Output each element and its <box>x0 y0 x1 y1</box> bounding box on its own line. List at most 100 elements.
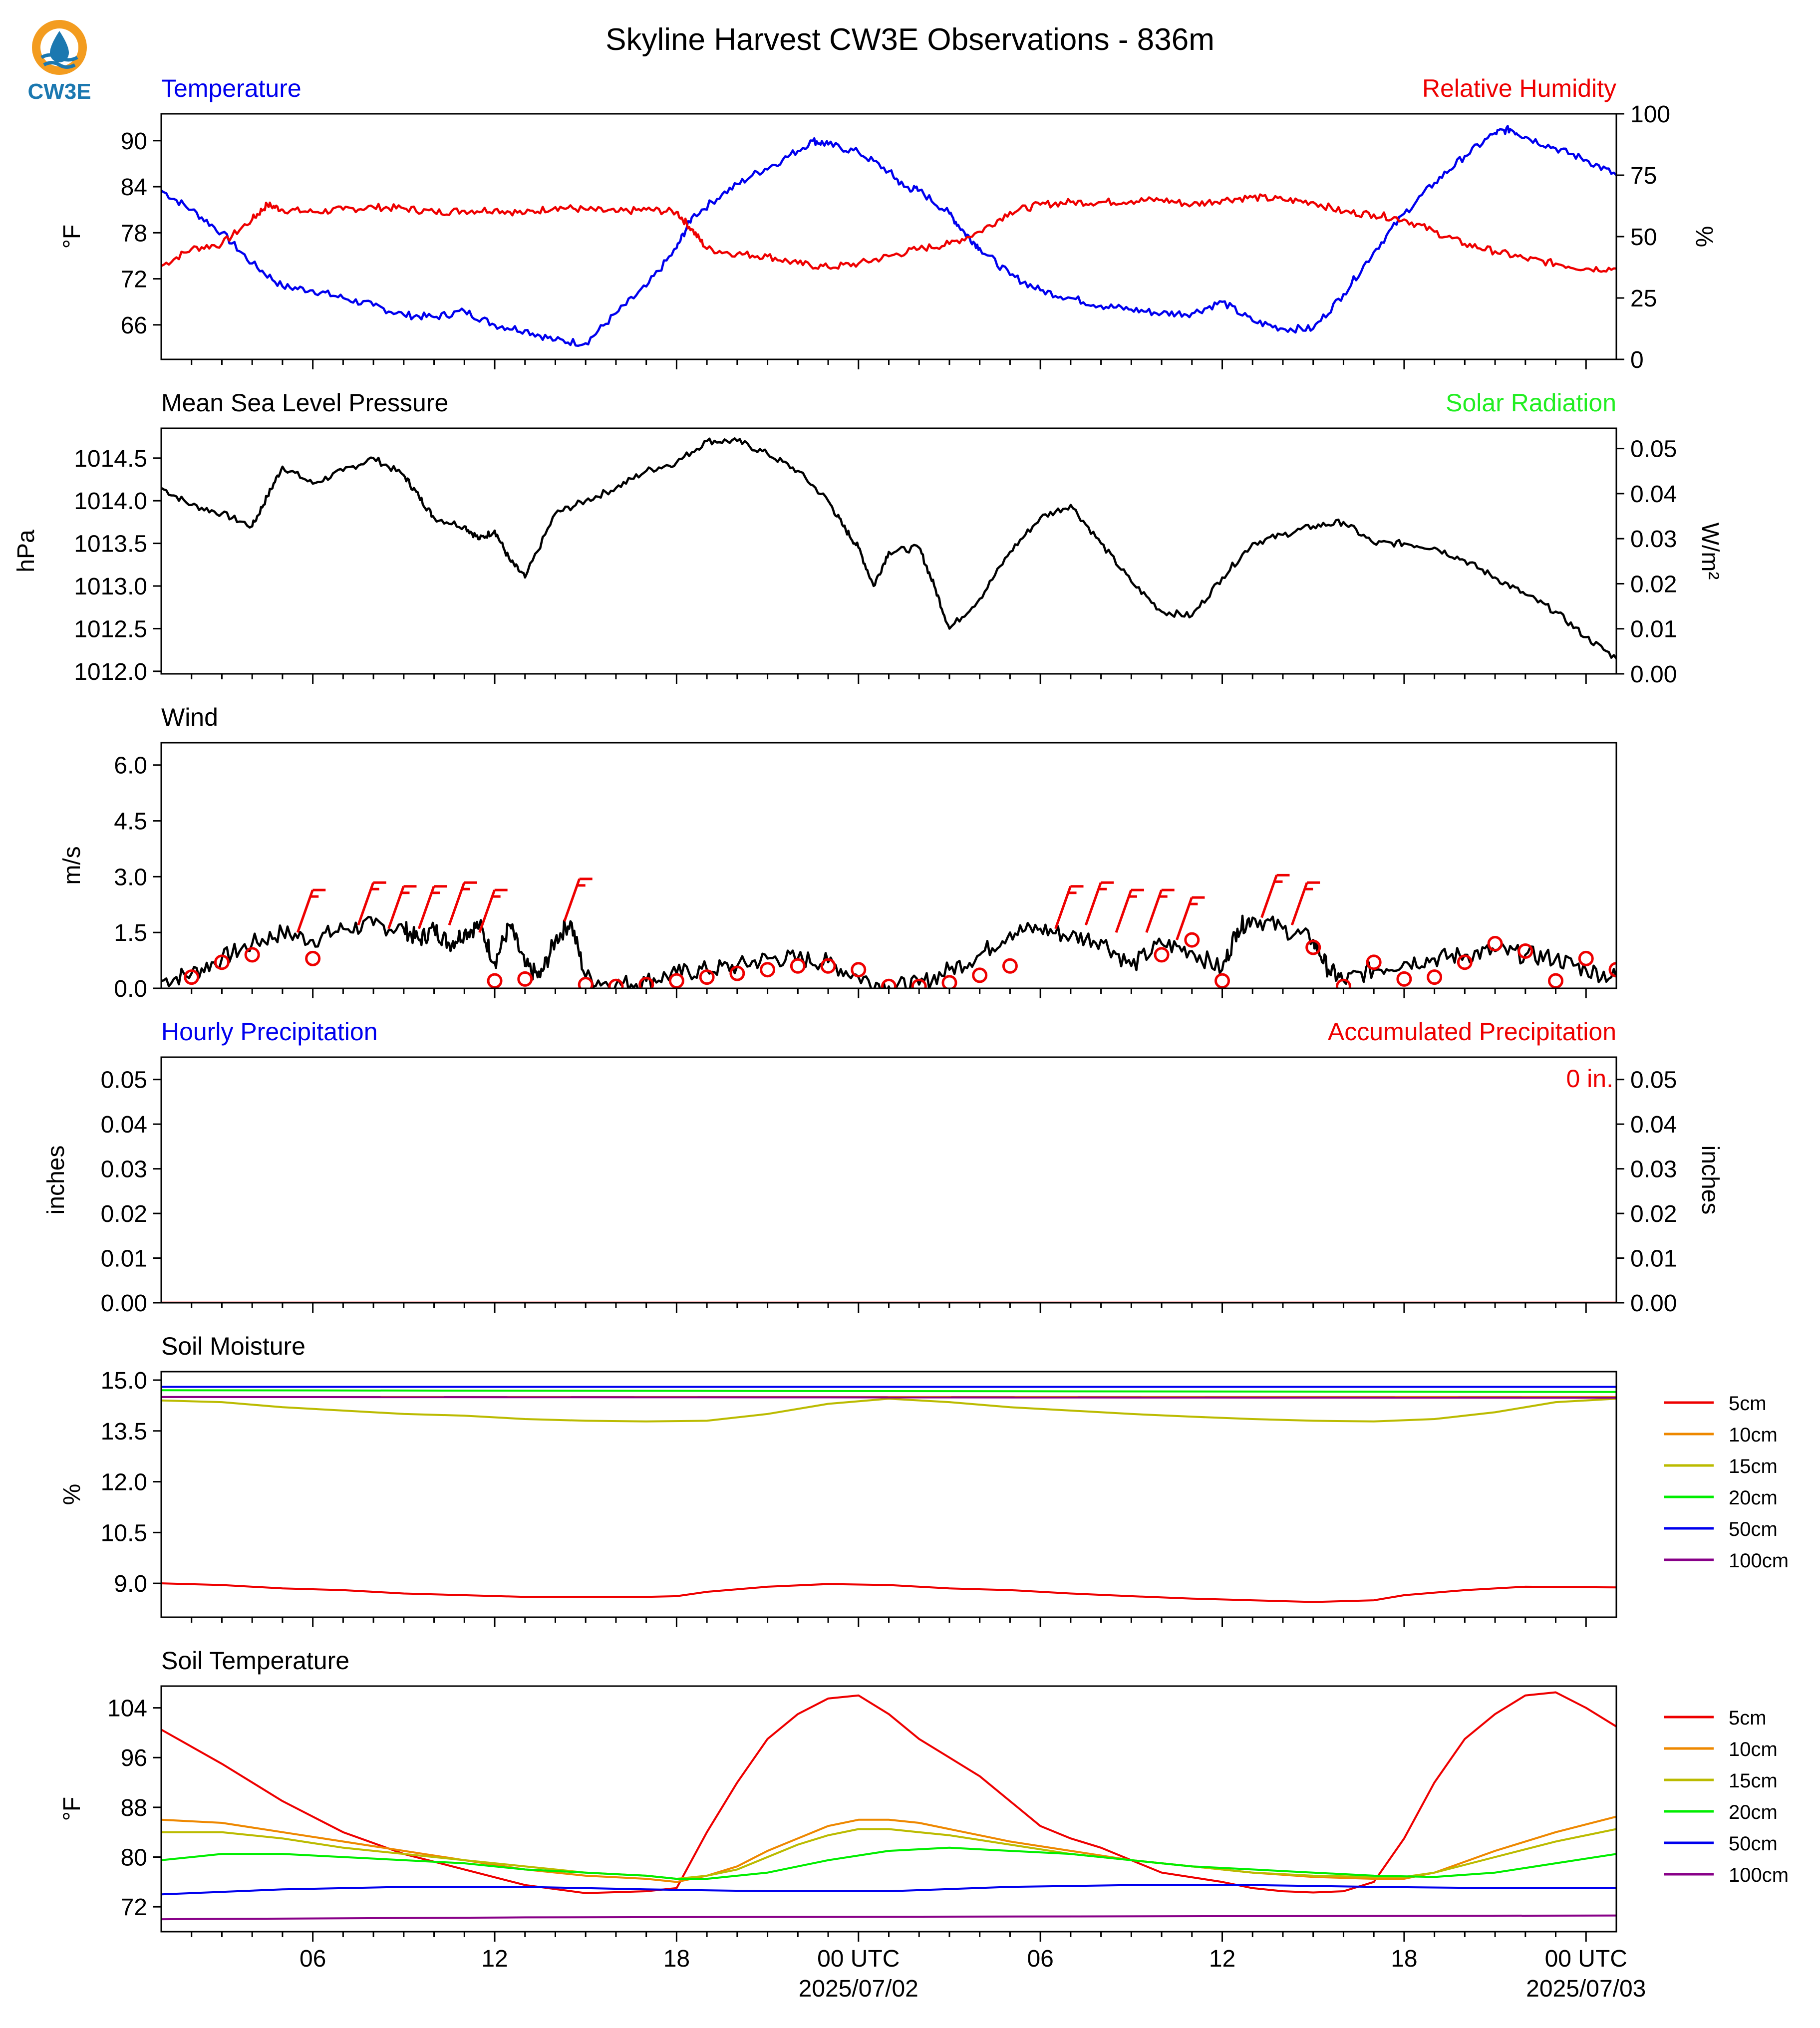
y-tick-label-right: 0.00 <box>1630 1290 1677 1317</box>
series-5cm <box>161 1691 1616 1894</box>
gust-marker <box>487 973 503 988</box>
y-tick-label: 0.04 <box>101 1112 147 1138</box>
legend-label: 15cm <box>1729 1770 1778 1792</box>
gust-marker <box>1427 969 1443 985</box>
y-tick-label: 1012.0 <box>74 659 147 685</box>
gust-marker <box>608 978 624 988</box>
panel-title-left: Soil Temperature <box>161 1647 349 1675</box>
wind-barb-icon <box>1176 896 1205 940</box>
panel-pressure: Mean Sea Level Pressure Solar Radiation 10… <box>13 389 1723 688</box>
x-tick-label: 18 <box>1391 1946 1417 1972</box>
panel-soil-moisture: Soil Moisture 9.0 10.5 12.0 13.5 15.0% 5cm 10cm… <box>59 1332 1789 1627</box>
y-tick-label: 0.05 <box>101 1067 147 1094</box>
y-axis-label-right: % <box>1691 226 1717 248</box>
plot-area <box>161 1691 1616 1921</box>
y-tick-label-right: 0 <box>1630 347 1644 373</box>
panel-soil-temperature: Soil Temperature 72 80 88 96 104 °F 5cm 10cm 15cm… <box>59 1647 1789 1942</box>
y-tick-label: 1012.5 <box>74 616 147 642</box>
y-tick-label: 13.5 <box>101 1419 147 1445</box>
legend: 5cm 10cm 15cm 20cm 50cm 100cm <box>1664 1393 1789 1572</box>
panel-precipitation: Hourly Precipitation Accumulated Precipit… <box>43 1018 1723 1317</box>
logo-text: CW3E <box>27 79 91 104</box>
wind-barb-icon <box>387 885 417 929</box>
panel-title-right: Solar Radiation <box>1446 389 1616 417</box>
panel-title-left: Mean Sea Level Pressure <box>161 389 448 417</box>
gust-marker <box>699 969 715 985</box>
y-tick-label: 9.0 <box>114 1571 147 1597</box>
y-tick-label-right: 0.04 <box>1630 1112 1677 1138</box>
y-tick-label-right: 0.01 <box>1630 1246 1677 1272</box>
panel-frame <box>160 1685 1617 1933</box>
panel-title-left: Temperature <box>161 74 302 102</box>
y-tick-label: 0.0 <box>114 976 147 1002</box>
gust-marker <box>578 977 594 988</box>
panel-title-left: Wind <box>161 703 218 731</box>
legend: 5cm 10cm 15cm 20cm 50cm 100cm <box>1664 1707 1789 1886</box>
y-axis-label: °F <box>59 225 85 249</box>
gust-marker <box>1214 973 1230 988</box>
y-tick-label: 104 <box>107 1696 147 1722</box>
gust-marker <box>972 967 988 983</box>
y-axis-label: % <box>59 1484 85 1505</box>
y-axis-label-right: inches <box>1697 1146 1723 1215</box>
y-tick-label-right: 0.04 <box>1630 481 1677 508</box>
legend-label: 50cm <box>1729 1518 1778 1540</box>
gust-marker <box>1002 958 1018 974</box>
series-15cm <box>161 1398 1616 1423</box>
wind-barb-icon <box>1054 885 1084 929</box>
y-tick-label-right: 75 <box>1630 163 1657 189</box>
series-100cm <box>161 1914 1616 1921</box>
y-axis-label: hPa <box>13 530 39 573</box>
y-tick-label: 1014.0 <box>74 488 147 515</box>
panel-frame <box>160 1056 1617 1304</box>
series-wind-speed <box>161 914 1616 988</box>
panel-title-left: Soil Moisture <box>161 1332 305 1360</box>
gust-marker <box>1487 936 1503 952</box>
x-tick-label: 12 <box>481 1946 508 1972</box>
y-tick-label: 10.5 <box>101 1520 147 1546</box>
plot-area <box>161 125 1616 347</box>
wind-barb-icon <box>296 888 326 933</box>
series-20cm <box>161 1846 1616 1880</box>
y-tick-label: 80 <box>121 1845 147 1871</box>
panel-title-left: Hourly Precipitation <box>161 1018 378 1046</box>
gust-marker <box>668 973 684 988</box>
gust-marker <box>1578 950 1594 966</box>
panel-title-right: Relative Humidity <box>1422 74 1616 102</box>
y-axis-label-right: W/m² <box>1697 523 1723 580</box>
gust-marker <box>1517 943 1533 959</box>
gust-marker <box>1457 954 1473 970</box>
y-tick-label: 0.00 <box>101 1290 147 1317</box>
y-tick-label: 78 <box>121 220 147 247</box>
plot-area <box>161 873 1616 988</box>
y-tick-label-right: 0.02 <box>1630 1201 1677 1227</box>
gust-marker <box>214 954 230 970</box>
legend-label: 5cm <box>1729 1707 1767 1729</box>
gust-marker <box>851 962 867 978</box>
y-tick-label: 0.03 <box>101 1157 147 1183</box>
y-tick-label: 3.0 <box>114 864 147 890</box>
x-tick-label: 18 <box>663 1946 690 1972</box>
y-tick-label-right: 0.00 <box>1630 661 1677 688</box>
y-axis-label: m/s <box>59 846 85 884</box>
wind-barb-icon <box>1260 873 1290 918</box>
y-tick-label: 72 <box>121 1894 147 1921</box>
gust-marker <box>911 978 927 988</box>
y-tick-label: 84 <box>121 174 147 201</box>
wind-barb-icon <box>1115 888 1144 933</box>
gust-marker <box>1396 971 1412 987</box>
wind-barb-icon <box>1084 881 1114 926</box>
gust-marker <box>638 977 654 988</box>
x-tick-label: 12 <box>1209 1946 1235 1972</box>
plot-area <box>161 1386 1616 1603</box>
wind-barb-icon <box>563 877 593 922</box>
y-tick-label: 4.5 <box>114 809 147 835</box>
series-mean-sea-level-pressure <box>161 437 1616 659</box>
y-tick-label: 66 <box>121 312 147 339</box>
series-5cm <box>161 1582 1616 1603</box>
gust-marker <box>1548 973 1564 988</box>
x-date-label: 2025/07/02 <box>799 1976 918 2002</box>
gust-marker <box>517 971 533 987</box>
wind-barb-icon <box>448 881 477 926</box>
y-axis-label: inches <box>43 1146 69 1215</box>
